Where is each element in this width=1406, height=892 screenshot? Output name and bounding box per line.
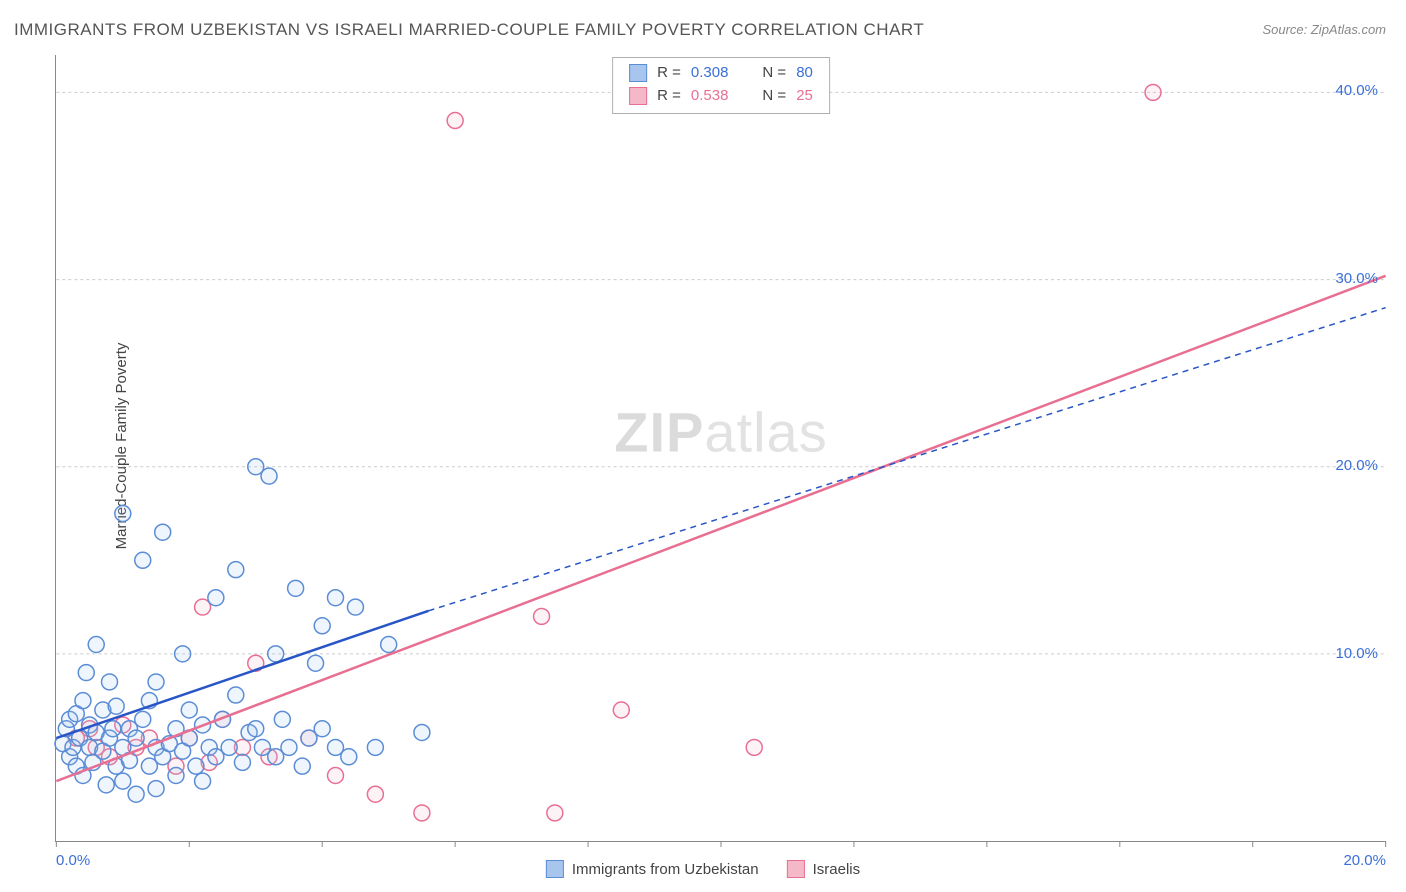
correlation-row: R = 0.538 N = 25: [629, 85, 813, 108]
r-label: R =: [657, 85, 681, 108]
legend-item: Immigrants from Uzbekistan: [546, 860, 759, 878]
r-label: R =: [657, 62, 681, 85]
legend-item: Israelis: [787, 860, 861, 878]
n-value: 80: [796, 62, 813, 85]
chart-container: IMMIGRANTS FROM UZBEKISTAN VS ISRAELI MA…: [0, 0, 1406, 892]
n-value: 25: [796, 85, 813, 108]
y-tick-label: 20.0%: [1335, 457, 1378, 474]
plot-area: ZIPatlas R =0.308N =80R =0.538N =25 10.0…: [55, 55, 1386, 842]
legend-swatch: [546, 860, 564, 878]
x-tick-label: 0.0%: [56, 852, 90, 869]
chart-title: IMMIGRANTS FROM UZBEKISTAN VS ISRAELI MA…: [14, 20, 924, 40]
y-tick-label: 40.0%: [1335, 82, 1378, 99]
source-label: Source: ZipAtlas.com: [1262, 22, 1386, 37]
y-tick-label: 10.0%: [1335, 645, 1378, 662]
n-label: N =: [762, 62, 786, 85]
r-value: 0.538: [691, 85, 729, 108]
legend-swatch: [629, 64, 647, 82]
plot-svg: [56, 55, 1386, 841]
correlation-legend-box: R = 0.308 N = 80 R = 0.538 N = 25: [612, 57, 830, 114]
legend-label: Immigrants from Uzbekistan: [572, 861, 759, 878]
r-value: 0.308: [691, 62, 729, 85]
bottom-legend: Immigrants from Uzbekistan Israelis: [538, 858, 868, 880]
legend-swatch: [629, 87, 647, 105]
legend-swatch: [787, 860, 805, 878]
y-tick-label: 30.0%: [1335, 270, 1378, 287]
legend-label: Israelis: [813, 861, 861, 878]
n-label: N =: [762, 85, 786, 108]
x-tick-label: 20.0%: [1343, 852, 1386, 869]
correlation-row: R = 0.308 N = 80: [629, 62, 813, 85]
